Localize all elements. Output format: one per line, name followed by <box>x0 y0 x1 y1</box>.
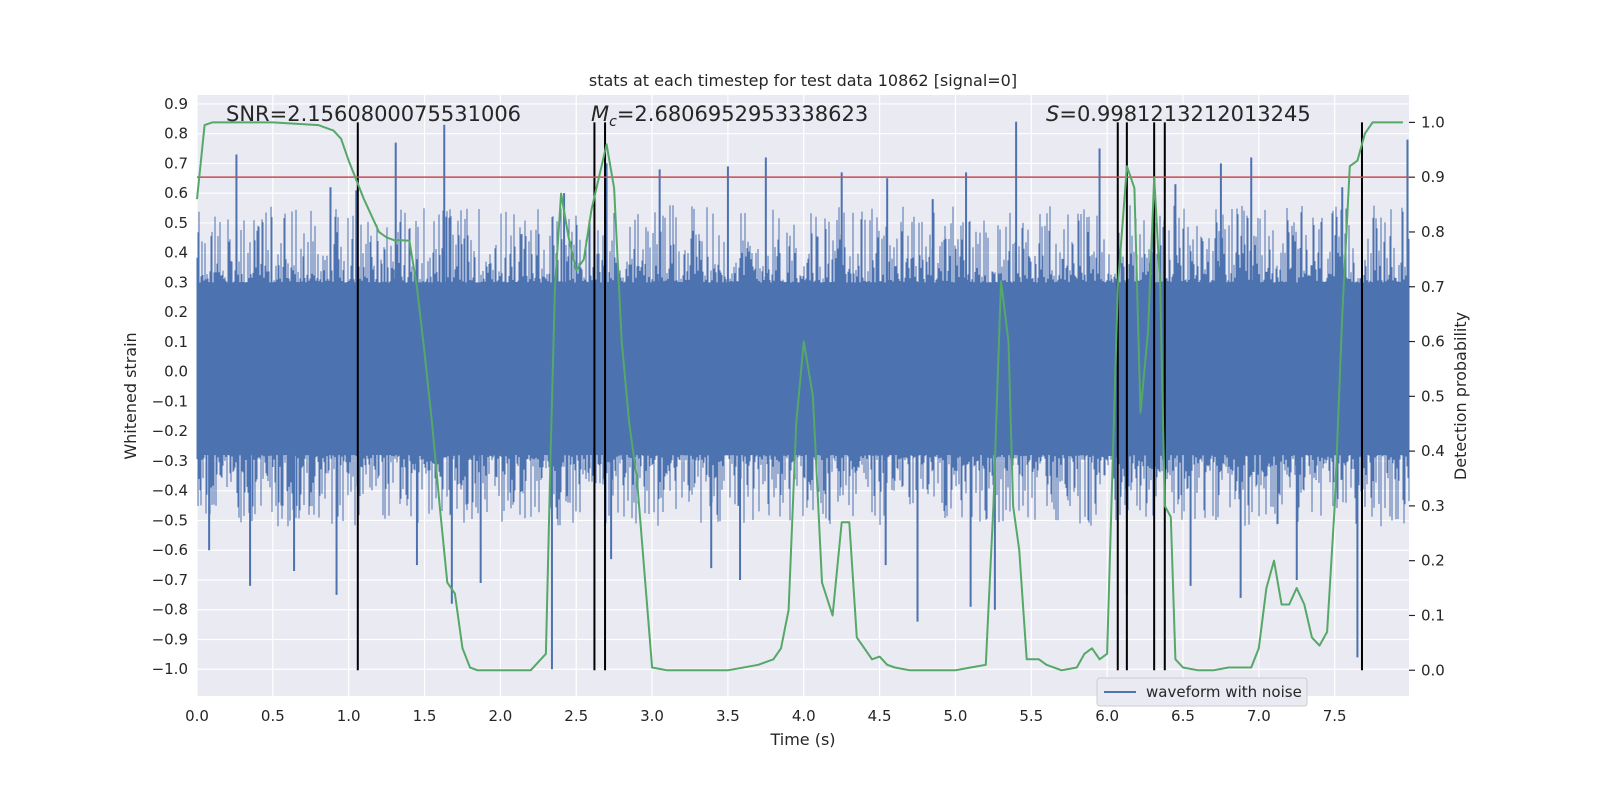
waveform-series <box>196 121 1410 670</box>
y-left-tick-label: −0.2 <box>152 422 188 440</box>
y-left-tick-label: −0.8 <box>152 601 188 619</box>
s-symbol: S <box>1046 102 1059 126</box>
chart-title: stats at each timestep for test data 108… <box>589 71 1017 90</box>
y-left-tick-label: −0.5 <box>152 511 188 529</box>
x-tick-label: 3.0 <box>640 707 664 725</box>
y-left-tick-label: −0.7 <box>152 571 188 589</box>
x-tick-label: 3.5 <box>716 707 740 725</box>
x-tick-label: 6.0 <box>1095 707 1119 725</box>
legend: waveform with noise <box>1096 677 1308 707</box>
y-right-tick-label: 0.2 <box>1421 552 1445 570</box>
y-right-tick-label: 0.6 <box>1421 333 1445 351</box>
chirp-mass-symbol: M <box>591 102 609 126</box>
x-tick-label: 1.0 <box>337 707 361 725</box>
x-tick-label: 2.5 <box>564 707 588 725</box>
x-tick-label: 0.0 <box>185 707 209 725</box>
y-left-tick-label: 0.0 <box>164 363 188 381</box>
x-tick-label: 7.0 <box>1247 707 1271 725</box>
x-tick-label: 5.0 <box>944 707 968 725</box>
waveform-core <box>197 285 1409 450</box>
x-tick-label: 0.5 <box>261 707 285 725</box>
chirp-mass-value: =2.6806952953338623 <box>617 102 868 126</box>
y-axis-right-label: Detection probability <box>1451 312 1470 480</box>
y-right-tick-label: 0.3 <box>1421 497 1445 515</box>
y-left-tick-label: −0.9 <box>152 630 188 648</box>
y-left-tick-label: 0.2 <box>164 303 188 321</box>
y-left-tick-label: 0.3 <box>164 273 188 291</box>
x-tick-label: 6.5 <box>1171 707 1195 725</box>
y-right-tick-label: 0.9 <box>1421 168 1445 186</box>
y-right-tick-label: 0.4 <box>1421 442 1445 460</box>
y-left-tick-label: −0.6 <box>152 541 188 559</box>
y-right-tick-label: 0.0 <box>1421 661 1445 679</box>
s-annotation: S=0.9981213212013245 <box>1046 102 1311 126</box>
snr-annotation: SNR=2.1560800075531006 <box>226 102 521 126</box>
x-axis-label: Time (s) <box>769 730 835 749</box>
x-tick-label: 1.5 <box>413 707 437 725</box>
y-left-tick-label: 0.7 <box>164 154 188 172</box>
y-left-tick-label: −0.1 <box>152 392 188 410</box>
y-left-tick-label: 0.5 <box>164 214 188 232</box>
y-axis-left-ticks: 0.9 0.8 0.7 0.6 0.5 0.4 0.3 0.2 0.1 0.0 −0.1 −0.2 −0… <box>152 95 188 678</box>
y-right-tick-label: 0.5 <box>1421 387 1445 405</box>
probability-line <box>196 121 1403 672</box>
y-axis-right-ticks: 0.0 0.1 0.2 0.3 0.4 0.5 0.6 0.7 0.8 0.9 1.0 <box>1409 113 1445 679</box>
y-left-tick-label: −0.4 <box>152 482 188 500</box>
y-right-tick-label: 1.0 <box>1421 113 1445 131</box>
chirp-mass-annotation: Mc=2.6806952953338623 <box>591 102 868 130</box>
y-axis-left-label: Whitened strain <box>121 332 140 459</box>
x-tick-label: 4.0 <box>792 707 816 725</box>
s-value: =0.9981213212013245 <box>1059 102 1310 126</box>
y-right-tick-label: 0.7 <box>1421 278 1445 296</box>
y-left-tick-label: −0.3 <box>152 452 188 470</box>
legend-label: waveform with noise <box>1146 683 1302 701</box>
x-axis-ticks: 0.0 0.5 1.0 1.5 2.0 2.5 3.0 3.5 4.0 4.5 5.0 5.5 6.0 6… <box>185 707 1347 725</box>
y-right-tick-label: 0.1 <box>1421 606 1445 624</box>
x-tick-label: 7.5 <box>1323 707 1347 725</box>
y-left-tick-label: −1.0 <box>152 660 188 678</box>
y-left-tick-label: 0.1 <box>164 333 188 351</box>
y-left-tick-label: 0.4 <box>164 244 188 262</box>
detection-probability-series <box>196 121 1403 672</box>
x-tick-label: 4.5 <box>868 707 892 725</box>
legend-box <box>1096 677 1308 707</box>
y-left-tick-label: 0.9 <box>164 95 188 113</box>
y-right-tick-label: 0.8 <box>1421 223 1445 241</box>
x-tick-label: 2.0 <box>488 707 512 725</box>
vertical-markers <box>356 122 1363 671</box>
chirp-mass-subscript: c <box>609 114 617 130</box>
y-left-tick-label: 0.6 <box>164 184 188 202</box>
y-left-tick-label: 0.8 <box>164 125 188 143</box>
x-tick-label: 5.5 <box>1019 707 1043 725</box>
